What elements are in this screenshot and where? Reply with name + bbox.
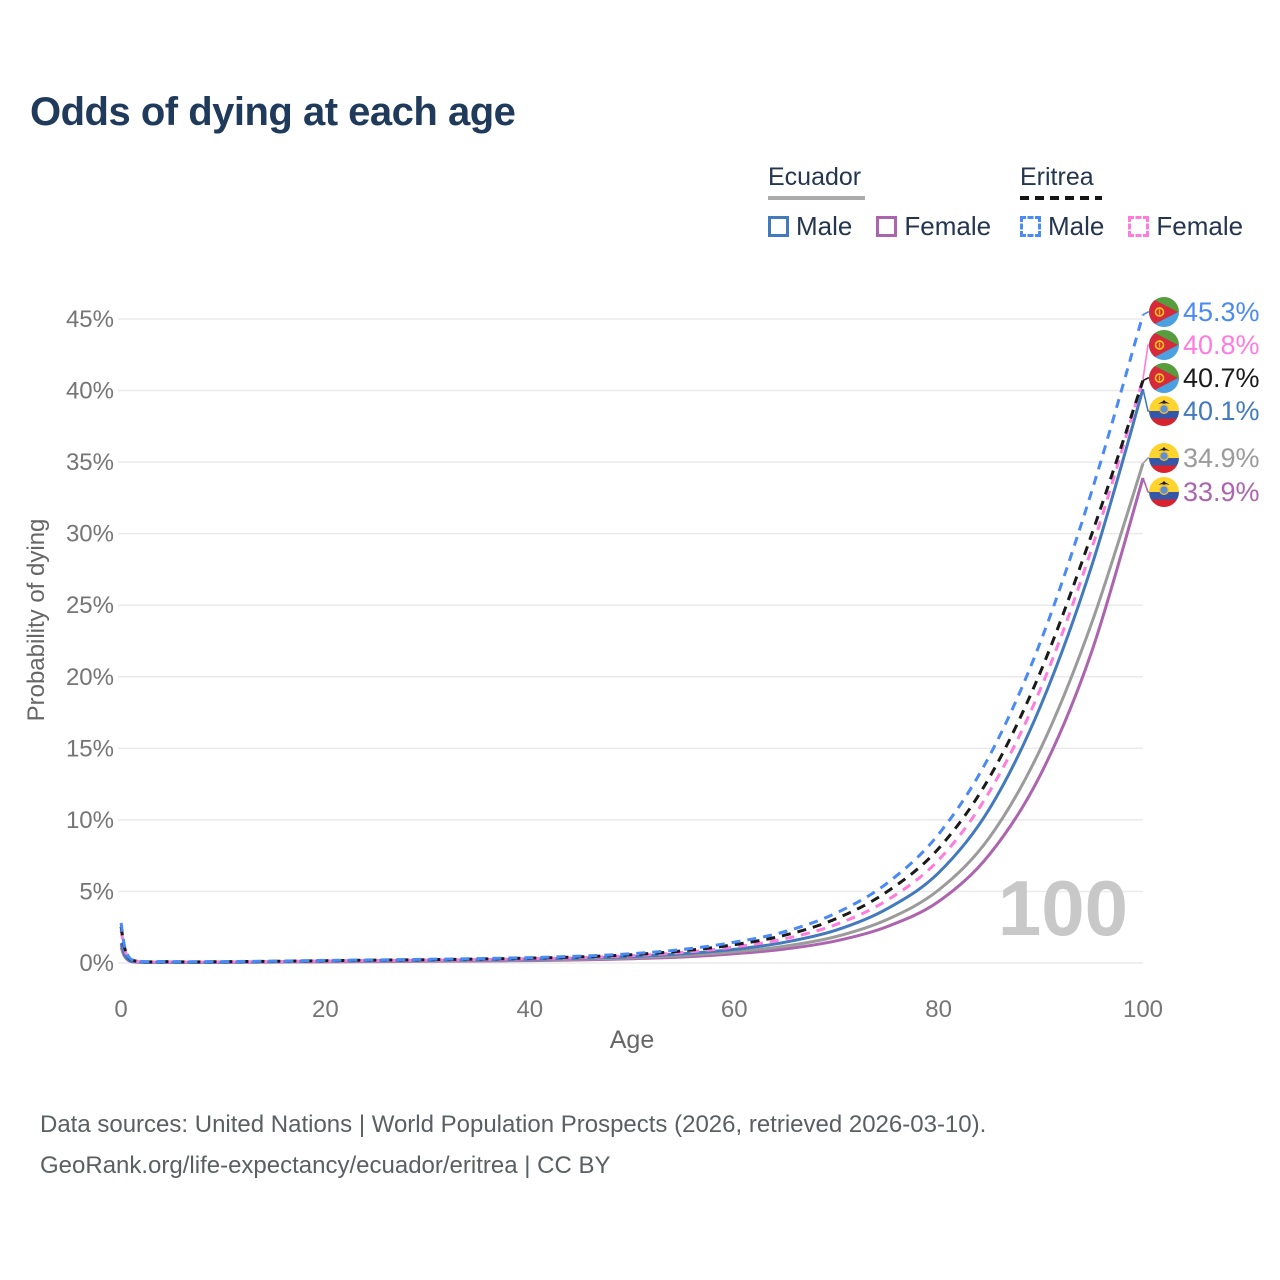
ecuador-female-swatch-icon bbox=[876, 216, 898, 237]
legend-item-label: Female bbox=[1156, 211, 1244, 241]
legend-item-label: Female bbox=[904, 211, 992, 241]
y-tick-label: 20% bbox=[66, 664, 114, 691]
series-line-eritrea-both-sexes[interactable] bbox=[119, 380, 1145, 964]
end-value-label-eritrea-female: 40.8% bbox=[1183, 330, 1260, 360]
end-value-label-ecuador-male: 40.1% bbox=[1183, 396, 1260, 426]
data-sources-text: Data sources: United Nations | World Pop… bbox=[40, 1111, 987, 1138]
end-label-connector-eritrea-male bbox=[1142, 311, 1149, 316]
y-axis-title: Probability of dying bbox=[23, 519, 50, 722]
y-tick-label: 40% bbox=[66, 378, 114, 405]
x-tick-label: 80 bbox=[925, 996, 952, 1023]
eritrea-flag-icon bbox=[1149, 363, 1179, 393]
legend-eritrea-line-sample bbox=[1020, 196, 1102, 200]
x-tick-label: 0 bbox=[114, 996, 127, 1023]
footer: Data sources: United Nations | World Pop… bbox=[40, 1104, 986, 1186]
y-tick-label: 5% bbox=[79, 878, 114, 905]
end-value-label-ecuador-both-sexes: 34.9% bbox=[1183, 443, 1260, 473]
end-label-connector-ecuador-both-sexes bbox=[1142, 457, 1149, 465]
end-label-connector-ecuador-female bbox=[1142, 477, 1149, 493]
legend-item-eritrea-female[interactable]: Female bbox=[1128, 211, 1243, 242]
y-tick-label: 45% bbox=[66, 306, 114, 333]
end-value-label-ecuador-female: 33.9% bbox=[1183, 477, 1260, 507]
end-value-label-eritrea-male: 45.3% bbox=[1183, 297, 1260, 327]
end-label-connector-ecuador-male bbox=[1142, 388, 1149, 412]
x-tick-label: 40 bbox=[516, 996, 543, 1023]
legend-item-label: Male bbox=[1048, 211, 1105, 241]
legend-ecuador-line-sample bbox=[768, 196, 865, 200]
x-tick-label: 100 bbox=[1123, 996, 1163, 1023]
y-tick-label: 35% bbox=[66, 449, 114, 476]
ecuador-flag-icon bbox=[1149, 477, 1179, 507]
end-label-connector-eritrea-female bbox=[1142, 344, 1149, 380]
series-line-eritrea-male[interactable] bbox=[119, 314, 1145, 964]
eritrea-male-swatch-icon bbox=[1020, 216, 1041, 237]
y-tick-label: 15% bbox=[66, 735, 114, 762]
series-line-ecuador-both-sexes[interactable] bbox=[119, 463, 1145, 964]
eritrea-flag-icon bbox=[1149, 297, 1179, 327]
y-tick-label: 0% bbox=[79, 950, 114, 977]
end-label-connector-eritrea-both-sexes bbox=[1142, 377, 1149, 382]
legend-country-eritrea: Eritrea bbox=[1020, 163, 1094, 191]
series-line-eritrea-female[interactable] bbox=[119, 378, 1145, 964]
legend-item-ecuador-female[interactable]: Female bbox=[876, 211, 991, 242]
y-tick-label: 25% bbox=[66, 592, 114, 619]
x-axis-title: Age bbox=[610, 1026, 654, 1054]
ecuador-flag-icon bbox=[1149, 396, 1179, 426]
attribution-text: GeoRank.org/life-expectancy/ecuador/erit… bbox=[40, 1152, 611, 1179]
page-title: Odds of dying at each age bbox=[30, 90, 516, 134]
legend-country-ecuador: Ecuador bbox=[768, 163, 862, 191]
legend-item-ecuador-male[interactable]: Male bbox=[768, 211, 852, 242]
series-line-ecuador-male[interactable] bbox=[119, 388, 1145, 964]
end-value-label-eritrea-both-sexes: 40.7% bbox=[1183, 363, 1260, 393]
x-tick-label: 60 bbox=[721, 996, 748, 1023]
series-line-ecuador-female[interactable] bbox=[119, 477, 1145, 965]
y-tick-label: 30% bbox=[66, 521, 114, 548]
y-tick-label: 10% bbox=[66, 807, 114, 834]
eritrea-flag-icon bbox=[1149, 330, 1179, 360]
legend-item-label: Male bbox=[796, 211, 853, 241]
legend-group-eritrea: Eritrea Male Female bbox=[1020, 163, 1267, 242]
legend-group-ecuador: Ecuador Male Female bbox=[768, 163, 1015, 242]
ecuador-flag-icon bbox=[1149, 443, 1179, 473]
legend-item-eritrea-male[interactable]: Male bbox=[1020, 211, 1104, 242]
age-watermark: 100 bbox=[998, 864, 1128, 952]
x-tick-label: 20 bbox=[312, 996, 339, 1023]
eritrea-female-swatch-icon bbox=[1128, 216, 1150, 237]
ecuador-male-swatch-icon bbox=[768, 216, 789, 237]
